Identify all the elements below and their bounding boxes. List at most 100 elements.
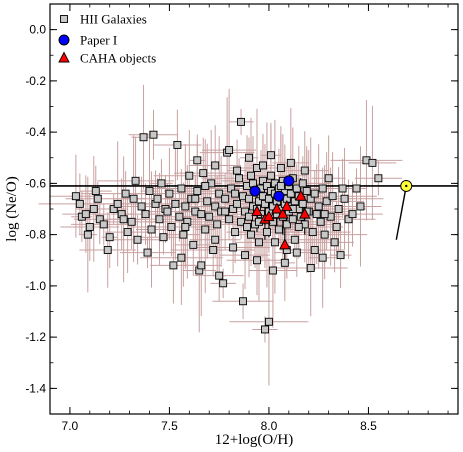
hii-galaxy-point	[165, 189, 174, 198]
hii-galaxy-point	[175, 212, 184, 221]
hii-galaxy-point	[201, 225, 210, 234]
x-tick-label: 7.0	[62, 419, 79, 433]
hii-galaxy-point	[286, 189, 295, 198]
hii-galaxy-point	[105, 233, 114, 242]
hii-galaxy-point	[260, 199, 269, 208]
hii-galaxy-point	[205, 212, 214, 221]
hii-galaxy-point	[268, 266, 277, 275]
hii-galaxy-point	[179, 230, 188, 239]
hii-galaxy-point	[181, 202, 190, 211]
hii-galaxy-point	[83, 230, 92, 239]
hii-galaxy-point	[181, 222, 190, 231]
hii-galaxy-point	[292, 184, 301, 193]
x-axis-ticks: 7.0 7.5 8.0 8.5	[62, 4, 449, 433]
hii-galaxy-point	[340, 194, 349, 203]
hii-galaxy-point	[145, 187, 154, 196]
hii-galaxy-point	[215, 189, 224, 198]
caha-object-point	[281, 199, 293, 211]
hii-galaxy-point	[221, 194, 230, 203]
hii-galaxy-point	[320, 210, 329, 219]
hii-galaxy-point	[225, 146, 234, 155]
hii-galaxy-point	[298, 199, 307, 208]
y-tick-label: -0.2	[25, 74, 46, 88]
hii-galaxy-point	[245, 153, 253, 162]
hii-galaxy-point	[109, 205, 118, 213]
hii-galaxy-point	[113, 199, 122, 208]
legend-triangle-icon	[58, 51, 70, 63]
hii-galaxy-point	[153, 194, 162, 203]
hii-galaxy-point	[260, 325, 269, 334]
hii-galaxy-point	[93, 194, 102, 203]
y-tick-label: -0.6	[25, 176, 46, 190]
hii-galaxy-point	[292, 248, 301, 257]
legend-label: HII Galaxies	[80, 12, 147, 27]
hii-galaxy-point	[324, 174, 333, 183]
paper-i-point	[283, 175, 295, 187]
hii-galaxy-point	[300, 166, 309, 175]
hii-galaxy-point	[235, 174, 244, 183]
hii-galaxy-point	[213, 220, 222, 229]
hii-galaxy-point	[177, 253, 186, 262]
hii-galaxy-point	[197, 210, 206, 219]
legend-label: Paper I	[80, 33, 117, 48]
y-tick-label: -1.4	[25, 381, 46, 395]
hii-galaxy-point	[71, 192, 80, 201]
hii-galaxy-point	[85, 222, 94, 231]
hii-galaxy-point	[270, 238, 279, 247]
x-tick-label: 8.0	[261, 419, 278, 433]
caha-object-point	[295, 189, 307, 201]
hii-galaxy-point	[322, 197, 331, 206]
hii-galaxy-point	[318, 253, 327, 262]
x-tick-label: 7.5	[161, 419, 178, 433]
hii-galaxy-point	[259, 176, 267, 185]
hii-galaxy-point	[231, 228, 240, 237]
hii-galaxy-point	[221, 207, 230, 216]
hii-galaxy-point	[155, 215, 164, 224]
hii-galaxy-point	[312, 210, 321, 219]
hii-galaxy-point	[247, 230, 255, 239]
y-axis-label: log (Ne/O)	[4, 176, 20, 241]
hii-galaxy-point	[332, 222, 341, 231]
hii-galaxy-point	[247, 171, 255, 180]
hii-galaxy-point	[334, 205, 343, 213]
hii-galaxy-point	[163, 207, 172, 216]
hii-galaxy-point	[173, 140, 182, 149]
hii-galaxy-point	[280, 258, 289, 267]
hii-galaxy-point	[193, 187, 202, 196]
hii-galaxy-point	[137, 202, 146, 211]
hii-galaxy-point	[288, 215, 297, 224]
paper-i-point	[249, 185, 261, 197]
hii-galaxy-point	[276, 181, 285, 190]
hii-galaxy-point	[197, 261, 206, 270]
hii-galaxy-point	[328, 192, 337, 201]
hii-galaxy-point	[131, 176, 140, 185]
hii-galaxy-point	[229, 243, 238, 252]
hii-galaxy-point	[233, 199, 242, 208]
hii-galaxy-point	[95, 215, 104, 224]
y-tick-label: -0.4	[25, 125, 46, 139]
hii-galaxy-point	[239, 297, 248, 306]
hii-galaxy-point	[139, 133, 148, 142]
hii-galaxy-point	[119, 215, 128, 224]
hii-galaxy-point	[310, 189, 319, 198]
hii-galaxy-point	[89, 205, 98, 213]
hii-galaxy-point	[129, 194, 138, 203]
hii-galaxy-point	[290, 235, 299, 244]
hii-galaxy-point	[290, 197, 299, 206]
hii-galaxy-point	[233, 166, 242, 175]
x-axis-label: 12+log(O/H)	[215, 432, 293, 448]
hii-galaxy-point	[171, 199, 180, 208]
x-tick-label: 8.5	[360, 419, 377, 433]
hii-galaxy-point	[237, 217, 246, 226]
hii-galaxy-point	[167, 222, 176, 231]
hii-galaxy-point	[243, 222, 251, 231]
hii-galaxy-point	[316, 217, 325, 226]
hii-galaxy-point	[294, 222, 303, 231]
hii-galaxy-point	[306, 194, 315, 203]
hii-galaxy-point	[237, 117, 246, 126]
hii-galaxy-point	[276, 164, 285, 172]
hii-galaxy-point	[211, 235, 220, 244]
y-tick-label: -1.0	[25, 279, 46, 293]
hii-galaxy-point	[318, 184, 327, 193]
hii-galaxy-point	[255, 238, 263, 247]
